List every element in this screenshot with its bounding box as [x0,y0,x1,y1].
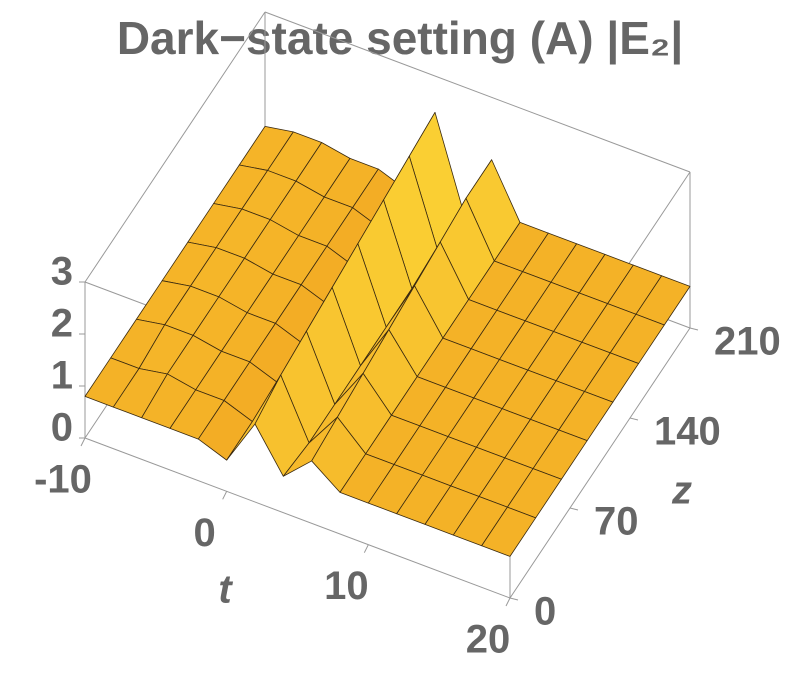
v-tick-label: 2 [51,302,73,346]
y-tick [569,507,579,511]
x-tick [80,437,86,447]
box-edge [84,437,511,599]
y-tick [629,417,639,421]
x-tick-label: -10 [34,458,92,502]
y-tick-label: 140 [654,410,721,454]
y-axis-label: z [671,469,692,513]
x-tick [222,491,228,500]
x-tick-label: 0 [194,511,216,555]
y-tick [689,327,699,331]
x-axis-label: t [218,568,233,612]
box-edge [84,11,266,283]
y-tick-label: 210 [714,320,781,364]
v-tick-label: 0 [51,406,73,450]
x-tick-label: 10 [324,564,369,608]
x-tick-label: 20 [466,618,511,662]
box-edge [264,11,691,173]
box-edge [509,327,691,599]
v-tick-label: 3 [51,250,73,294]
x-tick [505,597,511,607]
y-tick-label: 70 [594,500,639,544]
v-tick-label: 1 [51,354,73,398]
y-tick [509,597,519,601]
y-tick-label: 0 [534,590,556,634]
x-tick [363,544,369,553]
chart-title: Dark−state setting (A) |E₂| [117,12,683,64]
surface-patch [481,506,537,557]
